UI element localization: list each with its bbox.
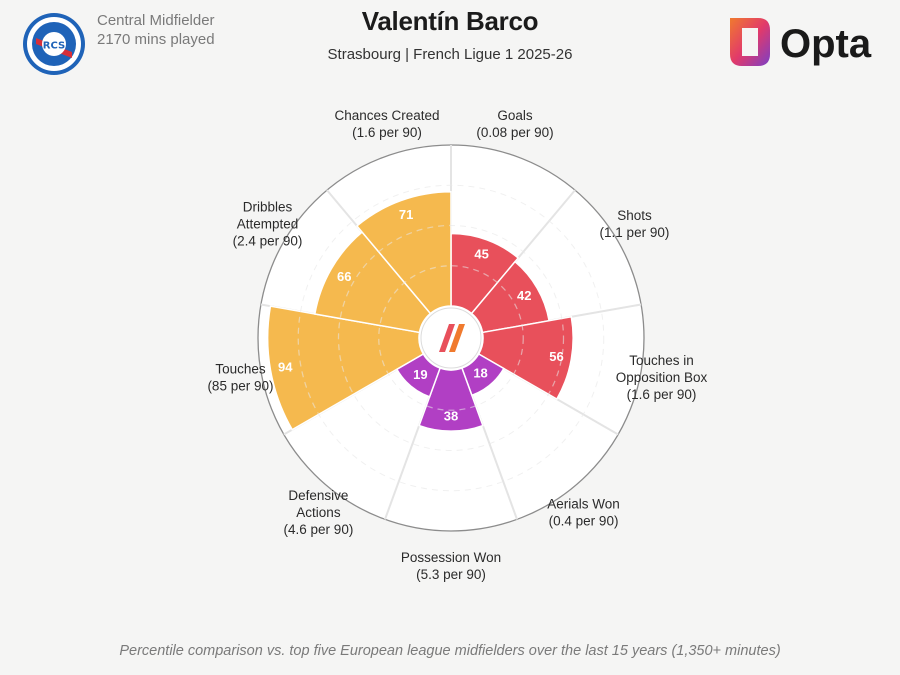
metric-label-line: Touches [215,362,266,377]
metric-label-line: Attempted [237,217,299,232]
metric-label-line: (0.4 per 90) [549,514,619,529]
player-position: Central Midfielder [97,12,215,29]
minutes-played: 2170 mins played [97,31,215,48]
title-block: Valentín Barco Strasbourg | French Ligue… [250,6,650,63]
metric-label-line: Touches in [629,353,694,368]
metric-label: Aerials Won (0.4 per 90) [547,497,620,529]
metric-label-line: (0.08 per 90) [476,125,553,140]
radar-wedge [266,305,425,431]
radar-wedge [477,315,574,401]
radar-guide-ring [378,265,524,411]
percentile-value-label: 94 [278,360,293,375]
metric-label-line: (1.6 per 90) [352,125,422,140]
metric-label: Goals (0.08 per 90) [476,108,553,140]
metric-label: Defensive Actions (4.6 per 90) [284,488,354,537]
opta-logo: Opta [730,18,872,66]
radar-wedge [355,190,452,315]
metric-label-line: Defensive [288,488,348,503]
radar-wedge [313,231,432,334]
metric-label-line: (1.6 per 90) [627,387,697,402]
metric-label-line: (4.6 per 90) [284,522,354,537]
opta-logo-mark-icon [730,18,770,66]
badge-text: RCS [43,41,65,52]
team-competition: Strasbourg | French Ligue 1 2025-26 [327,46,573,63]
percentile-value-label: 45 [474,246,488,261]
percentile-value-label: 42 [517,288,531,303]
percentile-value-label: 19 [413,367,427,382]
percentile-value-label: 18 [473,366,487,381]
metric-label-line: (85 per 90) [207,379,273,394]
percentile-value-label: 66 [337,269,351,284]
radar-guide-ring-shadow [338,225,564,451]
metric-label-line: Dribbles [243,200,293,215]
center-mark-icon [449,324,465,352]
metric-label: Shots (1.1 per 90) [600,208,670,240]
metric-label-line: (2.4 per 90) [233,234,303,249]
player-meta: Central Midfielder 2170 mins played [97,11,215,49]
percentile-value-label: 38 [444,409,458,424]
radar-guide-ring [297,184,605,492]
metric-label-line: Possession Won [401,550,501,565]
metric-label-line: Actions [296,505,341,520]
metric-label-line: (5.3 per 90) [416,567,486,582]
center-mark-icon [439,324,455,352]
radar-center-hub [420,307,482,369]
radar-guide-ring-shadow [297,184,605,492]
metric-label: Chances Created (1.6 per 90) [334,108,439,140]
footnote: Percentile comparison vs. top five Europ… [119,643,781,659]
metric-label-line: Shots [617,208,652,223]
metric-label-line: Opposition Box [616,370,708,385]
player-name: Valentín Barco [361,6,539,36]
metric-label-line: Aerials Won [547,497,620,512]
metric-label: Possession Won (5.3 per 90) [401,550,501,582]
brand-name: Opta [780,22,872,66]
metric-label: Touches (85 per 90) [207,362,273,394]
radar-guide-ring [337,224,565,452]
club-badge-logo: RCS [23,13,85,75]
metric-label-line: Chances Created [334,108,439,123]
percentile-value-label: 71 [399,207,413,222]
metric-label-line: Goals [497,108,533,123]
metric-label: Dribbles Attempted (2.4 per 90) [233,200,303,249]
percentile-value-label: 56 [549,349,563,364]
metric-label-line: (1.1 per 90) [600,225,670,240]
radar-guide-ring-shadow [378,265,524,411]
metric-label: Touches in Opposition Box (1.6 per 90) [616,353,708,402]
